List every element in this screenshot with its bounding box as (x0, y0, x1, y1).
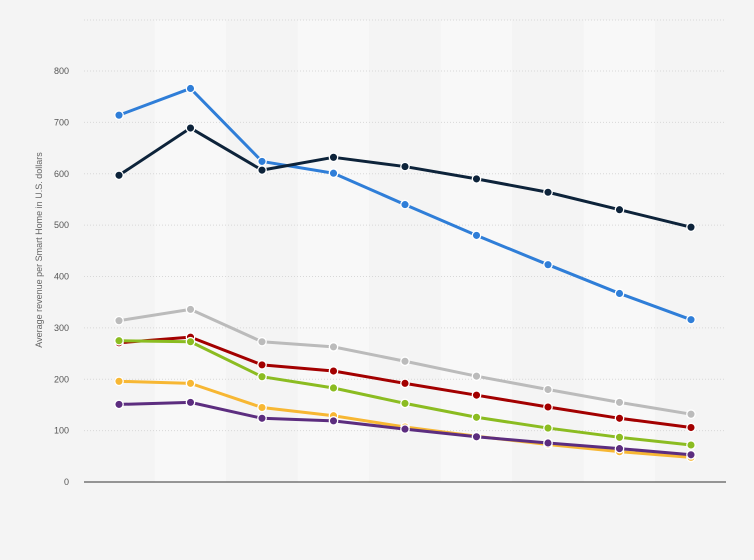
data-point[interactable] (114, 399, 124, 410)
data-point[interactable] (114, 170, 124, 181)
data-point[interactable] (614, 288, 625, 299)
data-point[interactable] (328, 342, 339, 352)
data-point[interactable] (471, 371, 482, 382)
data-point[interactable] (614, 413, 625, 424)
data-point[interactable] (185, 304, 196, 315)
data-point[interactable] (686, 449, 696, 460)
data-point[interactable] (400, 161, 410, 172)
y-tick-label: 400 (54, 272, 69, 282)
data-point[interactable] (686, 440, 696, 450)
data-point[interactable] (257, 156, 267, 167)
y-tick-label: 100 (54, 426, 69, 436)
series (114, 397, 696, 460)
data-point[interactable] (114, 376, 124, 387)
data-point[interactable] (114, 335, 124, 346)
data-point[interactable] (471, 390, 482, 401)
column-band (297, 20, 370, 482)
data-point[interactable] (543, 438, 553, 448)
data-point[interactable] (185, 378, 196, 389)
column-band (440, 20, 513, 482)
data-point[interactable] (185, 397, 196, 408)
column-band (512, 20, 584, 482)
y-tick-label: 500 (54, 220, 69, 230)
data-point[interactable] (114, 315, 124, 326)
data-point[interactable] (471, 412, 482, 423)
data-point[interactable] (471, 174, 482, 184)
y-tick-label: 200 (54, 374, 69, 384)
data-point[interactable] (471, 431, 482, 442)
column-band (583, 20, 656, 482)
y-axis-ticks: 0 100 200 300 400 500 600 700 800 (54, 66, 69, 487)
data-point[interactable] (257, 336, 267, 347)
data-point[interactable] (328, 152, 339, 163)
data-point[interactable] (400, 199, 410, 210)
data-point[interactable] (614, 443, 625, 454)
data-point[interactable] (185, 83, 196, 94)
data-point[interactable] (686, 314, 696, 325)
data-point[interactable] (543, 384, 553, 395)
data-point[interactable] (400, 398, 410, 409)
data-point[interactable] (543, 259, 553, 270)
data-point[interactable] (543, 423, 553, 433)
column-band (655, 20, 726, 482)
series (114, 83, 696, 325)
data-point[interactable] (686, 222, 696, 233)
y-tick-label: 800 (54, 66, 69, 76)
data-point[interactable] (328, 416, 339, 426)
data-point[interactable] (257, 371, 267, 382)
series (114, 335, 696, 450)
data-point[interactable] (257, 360, 267, 370)
data-point[interactable] (400, 356, 410, 367)
data-point[interactable] (328, 366, 339, 376)
data-point[interactable] (185, 123, 196, 133)
data-point[interactable] (471, 230, 482, 241)
y-tick-label: 600 (54, 169, 69, 179)
data-point[interactable] (257, 413, 267, 424)
y-axis-title: Average revenue per Smart Home in U.S. d… (34, 152, 44, 348)
data-point[interactable] (686, 422, 696, 433)
data-point[interactable] (614, 204, 625, 215)
data-point[interactable] (328, 383, 339, 393)
series-group (114, 83, 696, 463)
data-point[interactable] (328, 168, 339, 179)
data-point[interactable] (185, 336, 196, 347)
data-point[interactable] (543, 187, 553, 198)
y-tick-label: 0 (64, 477, 69, 487)
y-tick-label: 700 (54, 117, 69, 127)
data-point[interactable] (400, 378, 410, 389)
data-point[interactable] (614, 397, 625, 408)
data-point[interactable] (114, 110, 124, 121)
series (114, 304, 696, 420)
column-band (369, 20, 441, 482)
series (114, 123, 696, 233)
series (114, 332, 696, 433)
data-point[interactable] (400, 424, 410, 434)
data-point[interactable] (543, 402, 553, 412)
data-point[interactable] (257, 402, 267, 413)
alternating-bands (84, 20, 726, 482)
data-point[interactable] (257, 165, 267, 176)
data-point[interactable] (686, 409, 696, 420)
column-band (84, 20, 155, 482)
y-tick-label: 300 (54, 323, 69, 333)
data-point[interactable] (614, 432, 625, 443)
